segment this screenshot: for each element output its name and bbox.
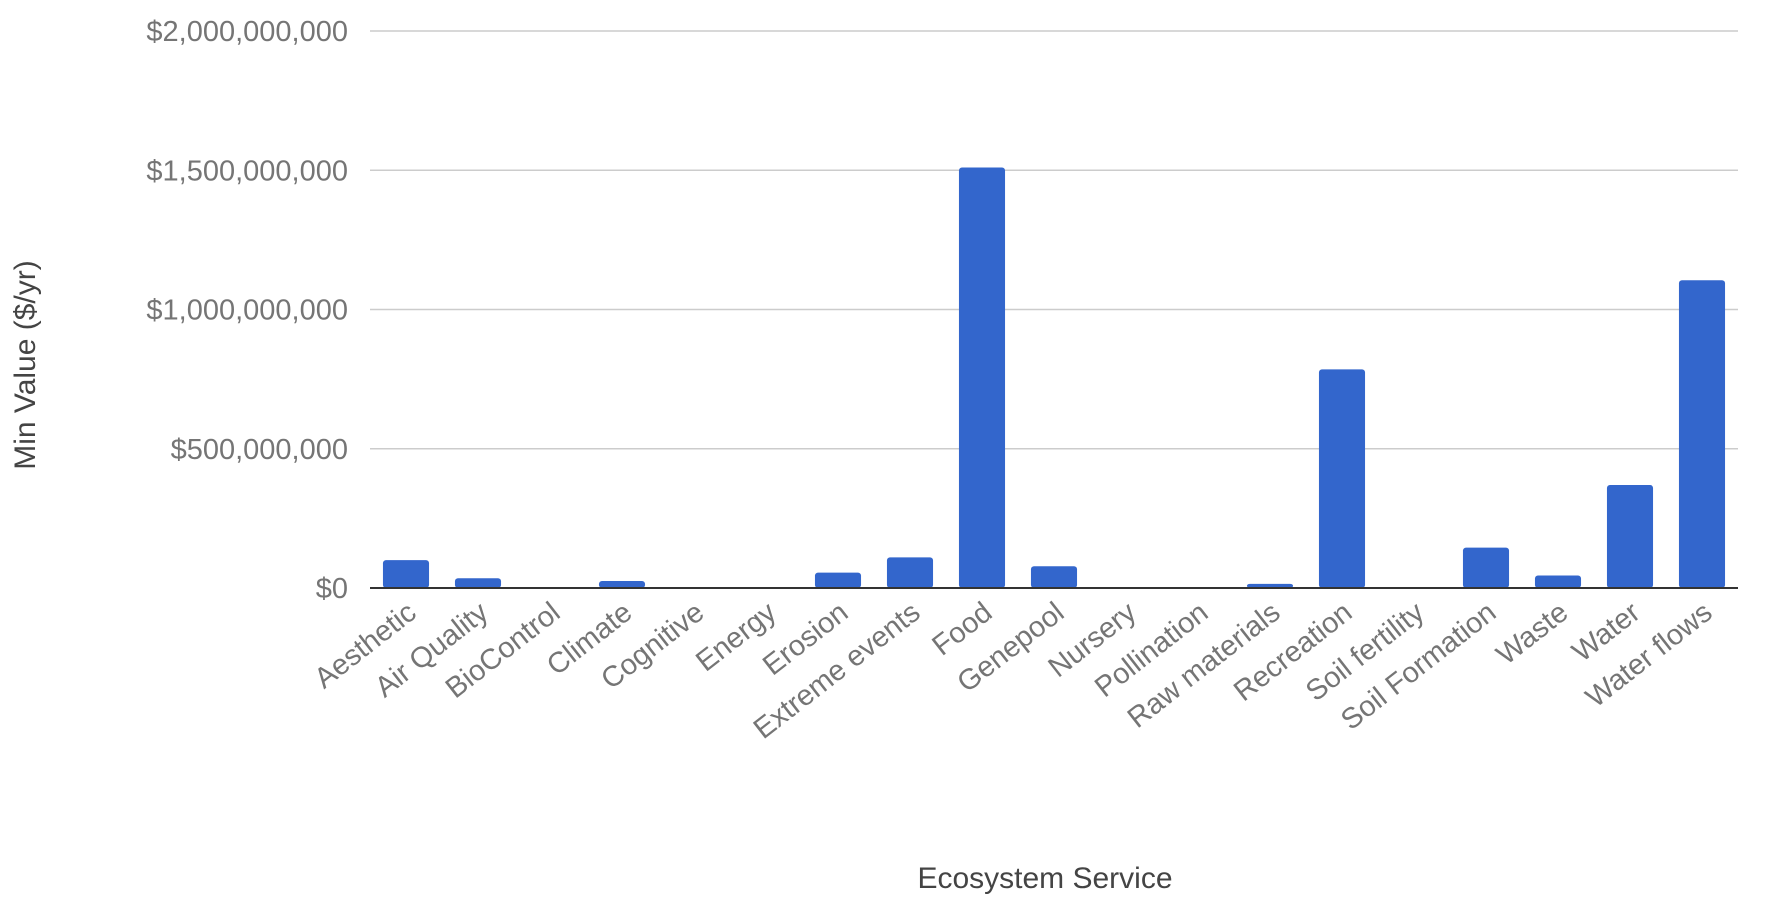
y-tick-label: $500,000,000 <box>171 434 348 466</box>
y-axis-title: Min Value ($/yr) <box>9 260 42 470</box>
bar-extreme-events <box>886 557 934 588</box>
x-tick-label: Waste <box>1491 596 1575 671</box>
gridlines <box>370 30 1738 450</box>
bar-soil-formation <box>1462 547 1510 588</box>
bar-recreation <box>1318 369 1366 588</box>
y-tick-label: $0 <box>316 573 348 605</box>
bar-erosion <box>814 572 862 588</box>
bar-aesthetic <box>382 560 430 588</box>
bar-waste <box>1534 575 1582 588</box>
y-tick-label: $2,000,000,000 <box>146 16 348 48</box>
y-tick-label: $1,500,000,000 <box>146 155 348 187</box>
bar-raw-materials <box>1246 583 1294 588</box>
y-tick-label: $1,000,000,000 <box>146 295 348 327</box>
y-axis-ticks: $0 $500,000,000 $1,000,000,000 $1,500,000,0… <box>146 16 348 605</box>
bar-water <box>1606 484 1654 588</box>
x-axis-title: Ecosystem Service <box>917 862 1172 895</box>
bar-climate <box>598 581 646 588</box>
bar-air-quality <box>454 578 502 588</box>
bar-water-flows <box>1678 280 1726 588</box>
bar-genepool <box>1030 566 1078 588</box>
bars <box>382 167 1726 588</box>
bar-food <box>958 167 1006 588</box>
